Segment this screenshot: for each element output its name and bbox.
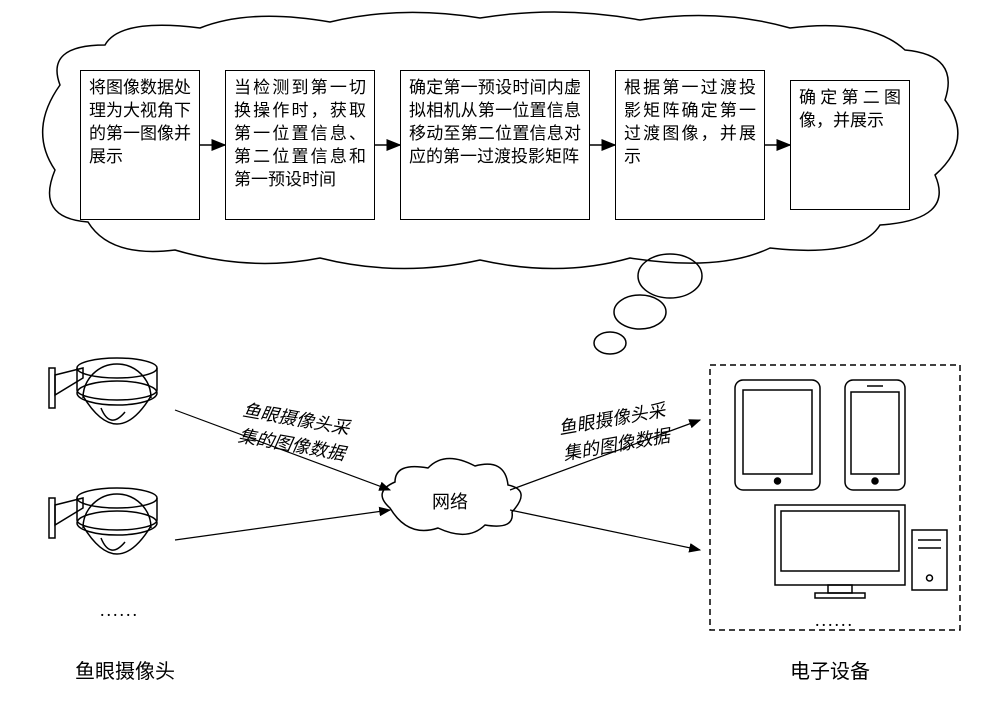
flow-box-2: 当检测到第一切换操作时，获取第一位置信息、第二位置信息和第一预设时间 [225,70,375,220]
flow-box-1: 将图像数据处理为大视角下的第一图像并展示 [80,70,200,220]
edge-label-1: 鱼眼摄像头采集的图像数据 [236,396,351,466]
flow-box-3: 确定第一预设时间内虚拟相机从第一位置信息移动至第二位置信息对应的第一过渡投影矩阵 [400,70,590,220]
network-label: 网络 [432,488,468,514]
flow-box-5: 确定第二图像，并展示 [790,80,910,210]
device-panel [710,365,960,630]
edge-label-2: 鱼眼摄像头采集的图像数据 [556,396,671,466]
device-caption: 电子设备 [790,655,870,684]
fisheye-cameras [49,358,157,554]
flow-box-4: 根据第一过渡投影矩阵确定第一过渡图像，并展示 [615,70,765,220]
device-ellipsis: ...... [815,610,854,631]
camera-ellipsis: ...... [100,600,139,621]
camera-caption: 鱼眼摄像头 [75,655,175,684]
